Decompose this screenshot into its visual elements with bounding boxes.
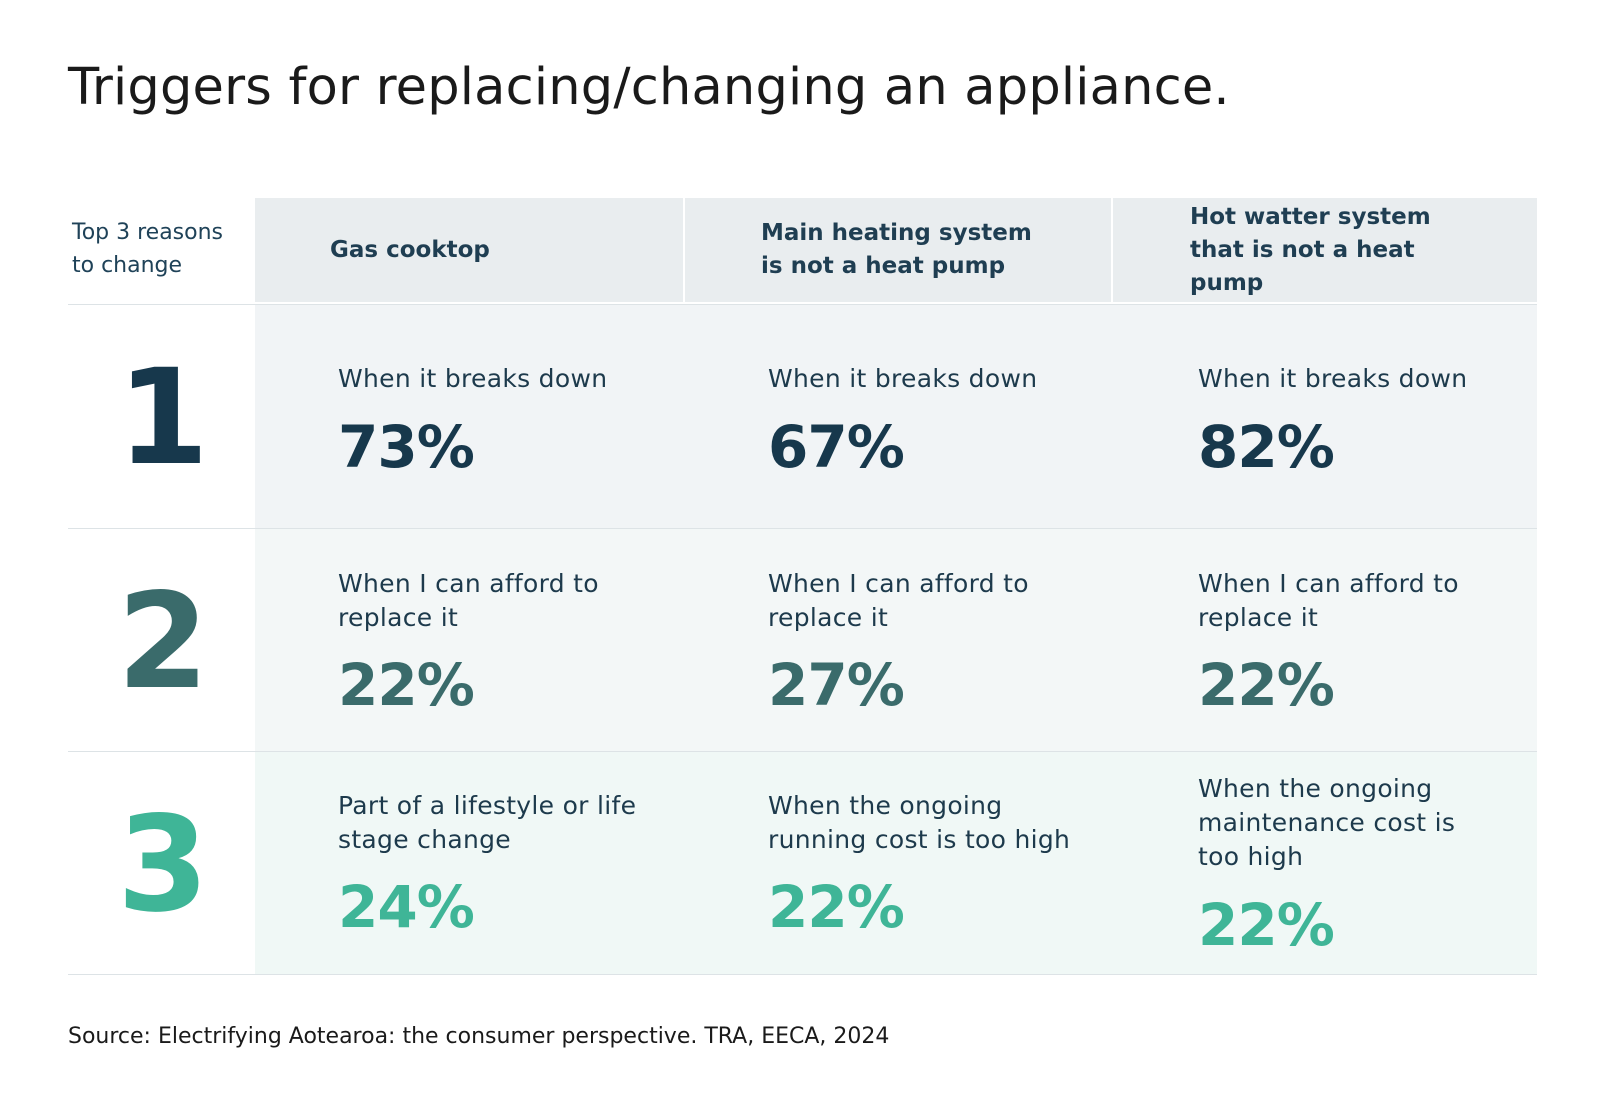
percent-row3-main-heating: 22%	[768, 873, 905, 941]
column-header-gas-cooktop: Gas cooktop	[255, 198, 683, 302]
corner-label: Top 3 reasons to change	[72, 220, 224, 278]
percent-row1-hot-water: 82%	[1198, 413, 1335, 481]
percent-row3-hot-water: 22%	[1198, 891, 1335, 959]
percent-row2-hot-water: 22%	[1198, 651, 1335, 719]
chart-title: Triggers for replacing/changing an appli…	[68, 58, 1230, 117]
reason-row2-hot-water: When I can afford to replace it	[1198, 569, 1459, 632]
row-divider	[68, 528, 1537, 529]
source-note: Source: Electrifying Aotearoa: the consu…	[68, 1024, 890, 1049]
reason-row3-gas-cooktop: Part of a lifestyle or life stage change	[338, 791, 637, 854]
rank-1: 1	[117, 341, 209, 495]
percent-row2-gas-cooktop: 22%	[338, 651, 475, 719]
column-header-label: Main heating system is not a heat pump	[761, 220, 1032, 279]
column-header-label: Gas cooktop	[330, 236, 490, 263]
column-header-main-heating: Main heating system is not a heat pump	[685, 198, 1111, 302]
row-background-1	[255, 304, 1537, 528]
reason-row1-hot-water: When it breaks down	[1198, 364, 1468, 393]
percent-row3-gas-cooktop: 24%	[338, 873, 475, 941]
reason-row2-gas-cooktop: When I can afford to replace it	[338, 569, 599, 632]
percent-row1-gas-cooktop: 73%	[338, 413, 475, 481]
percent-row1-main-heating: 67%	[768, 413, 905, 481]
percent-row2-main-heating: 27%	[768, 651, 905, 719]
column-header-label: Hot watter system that is not a heat pum…	[1190, 203, 1431, 296]
row-divider	[68, 304, 1537, 305]
reason-row2-main-heating: When I can afford to replace it	[768, 569, 1029, 632]
reason-row3-hot-water: When the ongoing maintenance cost is too…	[1198, 774, 1456, 871]
row-divider	[68, 974, 1537, 975]
reason-row3-main-heating: When the ongoing running cost is too hig…	[768, 791, 1071, 854]
row-divider	[68, 751, 1537, 752]
row-background-2	[255, 529, 1537, 751]
reason-row1-main-heating: When it breaks down	[768, 364, 1038, 393]
rank-3: 3	[117, 788, 209, 942]
reason-row1-gas-cooktop: When it breaks down	[338, 364, 608, 393]
rank-2: 2	[117, 565, 209, 719]
row-background-3	[255, 752, 1537, 974]
column-header-hot-water: Hot watter system that is not a heat pum…	[1113, 198, 1537, 302]
